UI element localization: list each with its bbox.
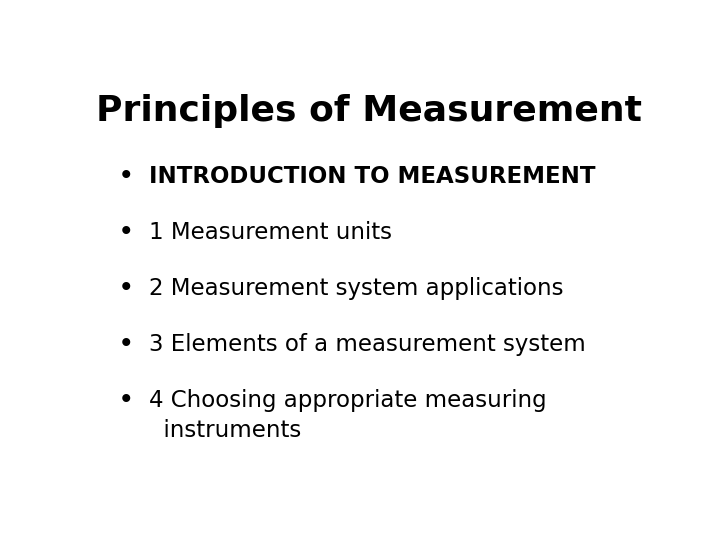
Text: 4 Choosing appropriate measuring
  instruments: 4 Choosing appropriate measuring instrum… xyxy=(148,389,546,442)
Text: 2 Measurement system applications: 2 Measurement system applications xyxy=(148,277,563,300)
Text: •: • xyxy=(119,389,133,412)
Text: INTRODUCTION TO MEASUREMENT: INTRODUCTION TO MEASUREMENT xyxy=(148,165,595,187)
Text: 1 Measurement units: 1 Measurement units xyxy=(148,221,392,244)
Text: •: • xyxy=(119,277,133,300)
Text: •: • xyxy=(119,165,133,187)
Text: •: • xyxy=(119,221,133,244)
Text: 3 Elements of a measurement system: 3 Elements of a measurement system xyxy=(148,333,585,356)
Text: Principles of Measurement: Principles of Measurement xyxy=(96,94,642,128)
Text: •: • xyxy=(119,333,133,356)
